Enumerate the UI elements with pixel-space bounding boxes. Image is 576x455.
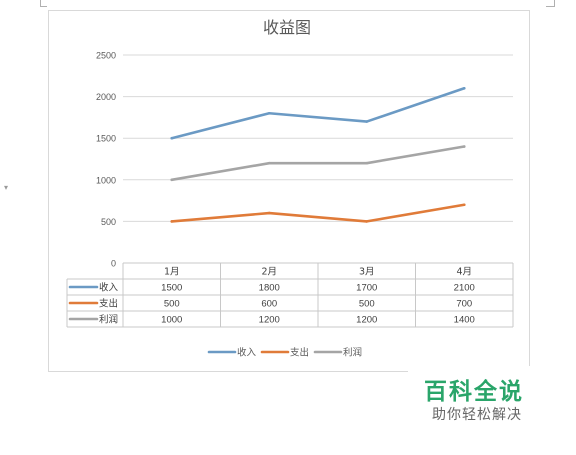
table-cell-value: 1000 [161,315,182,326]
legend: 收入 支出 利润 [207,347,362,359]
table-series-name: 利润 [99,314,118,326]
data-point[interactable] [170,178,174,182]
legend-label[interactable]: 支出 [290,347,309,359]
watermark-subtitle: 助你轻松解决 [432,407,522,423]
page-corner-mark-right [546,0,555,7]
data-point[interactable] [267,111,271,115]
series-line-2[interactable] [170,203,466,223]
collapse-marker-icon[interactable]: ▾ [4,183,9,192]
data-point[interactable] [365,161,369,165]
data-point[interactable] [267,161,271,165]
table-series-name: 支出 [99,298,118,310]
data-point[interactable] [170,136,174,140]
series-line-3[interactable] [170,145,466,182]
y-tick-label: 500 [101,217,116,227]
y-tick-label: 0 [111,259,116,269]
data-point[interactable] [462,86,466,90]
table-cell-value: 1500 [161,283,182,294]
data-point[interactable] [170,220,174,223]
y-axis: 0 500 1000 1500 2000 2500 [96,51,116,269]
table-cell-value: 1400 [454,315,475,326]
page-corner-mark-left [40,0,47,7]
legend-label[interactable]: 利润 [343,347,362,359]
y-tick-label: 2000 [96,92,116,102]
table-cell-value: 500 [164,299,180,310]
x-category-label: 4月 [456,267,472,278]
table-cell-value: 2100 [454,283,475,294]
series-line-1[interactable] [170,86,466,140]
data-point[interactable] [462,145,466,148]
x-category-label: 3月 [359,267,375,278]
table-cell-value: 500 [359,299,375,310]
legend-label[interactable]: 收入 [237,347,257,359]
y-tick-label: 1000 [96,175,116,185]
x-category-label: 1月 [164,267,180,278]
table-cell-value: 600 [261,299,277,310]
watermark-title: 百科全说 [424,379,524,405]
series-lines [170,86,466,223]
data-point[interactable] [365,220,369,223]
y-tick-label: 2500 [96,51,116,61]
table-cell-value: 700 [456,299,472,310]
gridlines [123,54,513,222]
watermark: 百科全说 助你轻松解决 [408,366,558,434]
table-cell-value: 1200 [259,315,280,326]
chart-title: 收益图 [263,18,311,37]
chart-frame[interactable] [48,10,530,372]
x-category-label: 2月 [261,267,277,278]
data-point[interactable] [365,120,369,123]
y-tick-label: 1500 [96,134,116,144]
table-cell-value: 1800 [259,283,280,294]
table-cell-value: 1700 [356,283,377,294]
data-point[interactable] [267,211,271,215]
table-series-name: 收入 [99,282,119,294]
table-cell-value: 1200 [356,315,377,326]
data-point[interactable] [462,203,466,207]
